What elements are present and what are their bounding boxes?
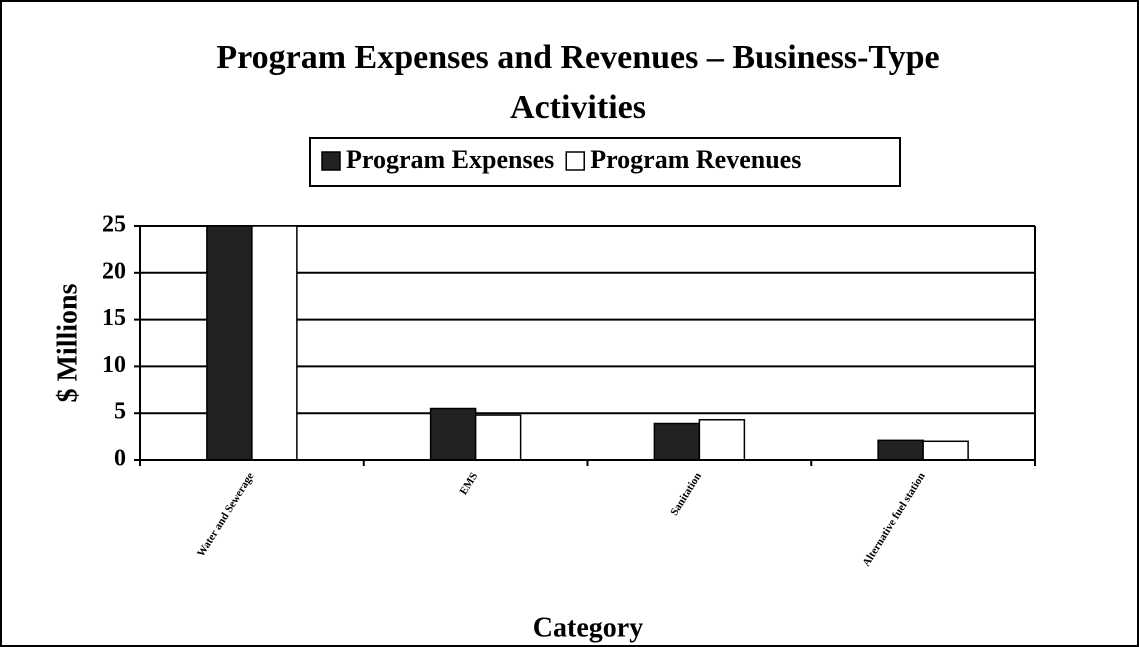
- y-tick-label: 5: [114, 399, 126, 425]
- legend-swatch: [321, 151, 341, 171]
- legend: [309, 137, 901, 187]
- y-tick-label: 0: [114, 446, 126, 472]
- chart-title: Program Expenses and Revenues – Business…: [216, 39, 939, 76]
- legend-label: Program Revenues: [590, 145, 801, 174]
- bar: [698, 419, 746, 460]
- bar: [251, 225, 298, 460]
- bars: [206, 225, 969, 460]
- bar: [922, 440, 969, 460]
- bar: [206, 225, 253, 460]
- bar: [429, 407, 477, 460]
- bar: [474, 414, 522, 460]
- bar: [877, 439, 924, 460]
- y-tick-label: 15: [102, 305, 126, 331]
- x-axis-title: Category: [533, 612, 643, 643]
- y-tick-label: 25: [102, 212, 126, 238]
- chart-title: Activities: [510, 89, 646, 126]
- legend-label: Program Expenses: [346, 145, 554, 174]
- y-tick-label: 10: [102, 352, 126, 378]
- y-axis-title: $ Millions: [52, 283, 83, 402]
- legend-swatch: [565, 151, 585, 171]
- bar: [653, 422, 701, 460]
- y-tick-label: 20: [102, 258, 126, 284]
